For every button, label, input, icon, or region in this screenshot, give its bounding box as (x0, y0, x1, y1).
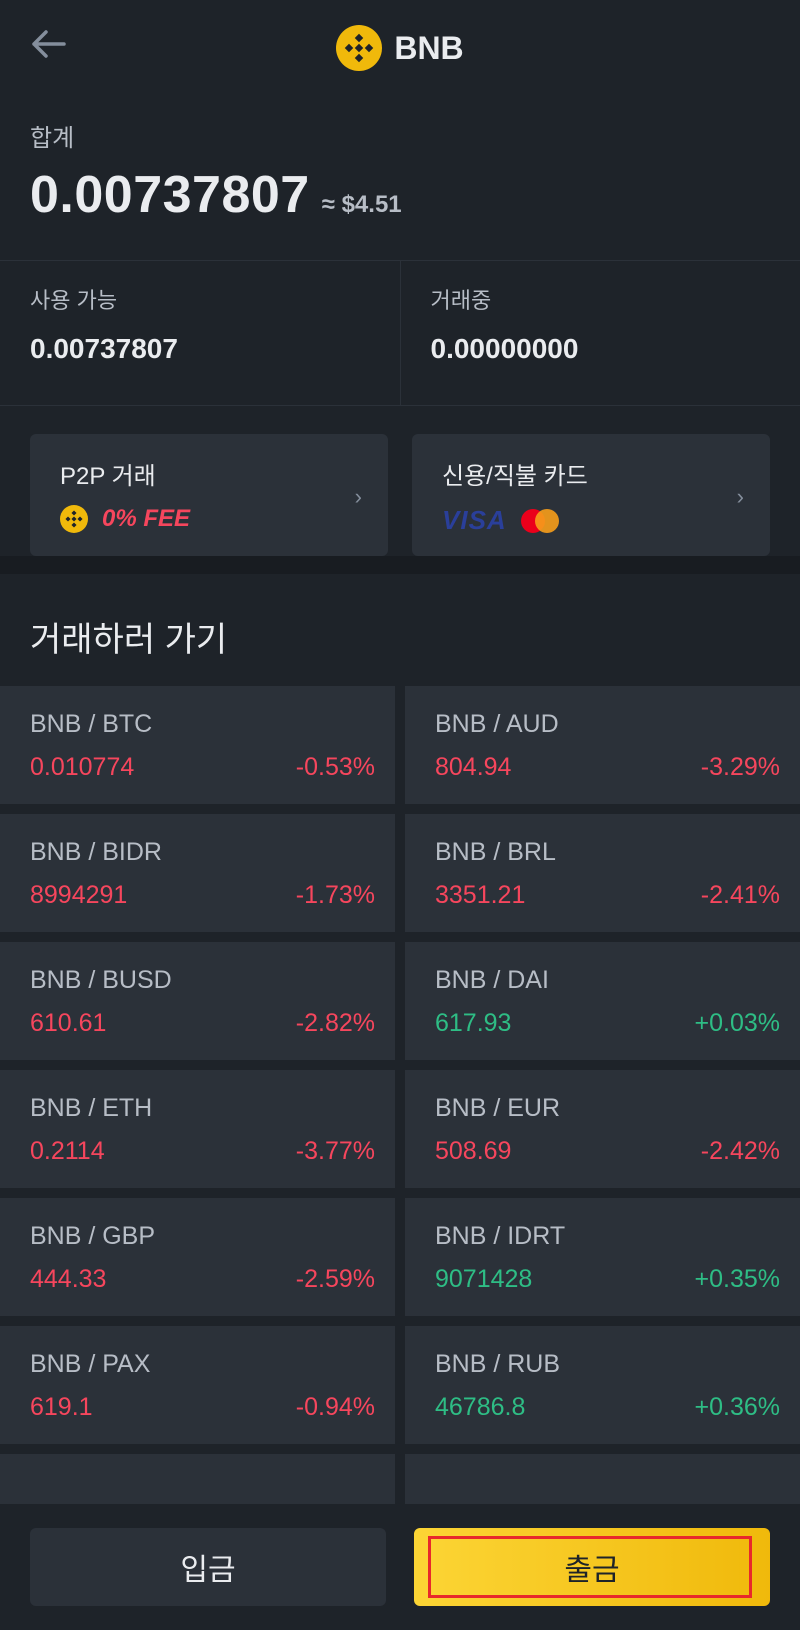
pair-card-bnb-brl[interactable]: BNB / BRL 3351.21 -2.41% (405, 814, 800, 932)
pair-card-bnb-dai[interactable]: BNB / DAI 617.93 +0.03% (405, 942, 800, 1060)
p2p-title: P2P 거래 (60, 463, 156, 490)
promo-cards: P2P 거래 0% FEE › 신용/직불 카드 VISA (0, 406, 800, 556)
pair-card-bnb-pax[interactable]: BNB / PAX 619.1 -0.94% (0, 1326, 395, 1444)
pair-change: +0.03% (694, 1009, 781, 1037)
pair-price: 444.33 (30, 1265, 107, 1293)
pair-change: +0.35% (694, 1265, 781, 1293)
pair-price: 508.69 (435, 1137, 512, 1165)
pair-change: -2.82% (295, 1009, 375, 1037)
pair-price: 617.93 (435, 1009, 512, 1037)
pair-change: +0.36% (694, 1393, 781, 1421)
pair-name: BNB / IDRT (435, 1222, 566, 1250)
in-order-label: 거래중 (430, 288, 492, 313)
pair-card-bnb-busd[interactable]: BNB / BUSD 610.61 -2.82% (0, 942, 395, 1060)
pair-card-bnb-btc[interactable]: BNB / BTC 0.010774 -0.53% (0, 686, 395, 804)
total-usd-approx: ≈ $4.51 (321, 191, 402, 218)
bnb-logo-icon (336, 25, 383, 71)
pair-name: BNB / DAI (435, 966, 549, 994)
pair-card-bnb-bidr[interactable]: BNB / BIDR 8994291 -1.73% (0, 814, 395, 932)
pair-price: 8994291 (30, 881, 128, 909)
pair-price: 0.010774 (30, 753, 135, 781)
available-balance: 사용 가능 0.00737807 (0, 261, 400, 405)
title-group: BNB (336, 25, 464, 71)
total-label: 합계 (30, 125, 75, 152)
balance-split: 사용 가능 0.00737807 거래중 0.00000000 (0, 260, 800, 406)
pair-card-bnb-eth[interactable]: BNB / ETH 0.2114 -3.77% (0, 1070, 395, 1188)
available-value: 0.00737807 (30, 333, 178, 364)
pair-name: BNB / PAX (30, 1350, 151, 1378)
zero-fee-badge: 0% FEE (102, 505, 191, 532)
pair-change: -3.77% (295, 1137, 375, 1165)
pair-change: -2.59% (295, 1265, 375, 1293)
bottom-action-bar: 입금 출금 (0, 1504, 800, 1630)
pair-grid: BNB / BTC 0.010774 -0.53% BNB / AUD 804.9… (0, 686, 800, 1572)
card-promo-card[interactable]: 신용/직불 카드 VISA › (412, 434, 770, 556)
visa-logo: VISA (442, 505, 507, 535)
pair-card-bnb-idrt[interactable]: BNB / IDRT 9071428 +0.35% (405, 1198, 800, 1316)
pair-change: -2.42% (700, 1137, 780, 1165)
pair-change: -0.53% (295, 753, 375, 781)
bnb-logo-icon (60, 505, 88, 533)
pair-change: -0.94% (295, 1393, 375, 1421)
pair-name: BNB / BUSD (30, 966, 172, 994)
pair-name: BNB / RUB (435, 1350, 561, 1378)
pair-name: BNB / EUR (435, 1094, 561, 1122)
pair-name: BNB / ETH (30, 1094, 153, 1122)
pair-name: BNB / GBP (30, 1222, 156, 1250)
arrow-left-icon[interactable] (28, 28, 68, 60)
trade-section-title: 거래하러 가기 (30, 621, 228, 659)
pair-card-bnb-eur[interactable]: BNB / EUR 508.69 -2.42% (405, 1070, 800, 1188)
pair-card-bnb-gbp[interactable]: BNB / GBP 444.33 -2.59% (0, 1198, 395, 1316)
card-title: 신용/직불 카드 (442, 463, 588, 490)
chevron-right-icon: › (354, 484, 362, 509)
pair-price: 3351.21 (435, 881, 526, 909)
pair-change: -1.73% (295, 881, 375, 909)
pair-price: 46786.8 (435, 1393, 526, 1421)
pair-change: -3.29% (700, 753, 780, 781)
page-title: BNB (394, 29, 464, 66)
withdraw-button[interactable]: 출금 (414, 1528, 770, 1606)
pair-card-bnb-aud[interactable]: BNB / AUD 804.94 -3.29% (405, 686, 800, 804)
deposit-button[interactable]: 입금 (30, 1528, 386, 1606)
p2p-promo-card[interactable]: P2P 거래 0% FEE › (30, 434, 388, 556)
in-order-balance: 거래중 0.00000000 (399, 261, 800, 405)
pair-price: 619.1 (30, 1393, 93, 1421)
pair-card-bnb-rub[interactable]: BNB / RUB 46786.8 +0.36% (405, 1326, 800, 1444)
section-divider (0, 556, 800, 574)
pair-name: BNB / BRL (435, 838, 556, 866)
pair-price: 9071428 (435, 1265, 533, 1293)
pair-name: BNB / BIDR (30, 838, 162, 866)
pair-price: 610.61 (30, 1009, 107, 1037)
total-value: 0.00737807 (30, 166, 310, 224)
available-label: 사용 가능 (30, 288, 118, 313)
chevron-right-icon: › (736, 484, 744, 509)
pair-change: -2.41% (700, 881, 780, 909)
pair-name: BNB / AUD (435, 710, 559, 738)
total-balance-section: 합계 0.00737807 ≈ $4.51 (0, 96, 800, 260)
header: BNB (0, 0, 800, 96)
mastercard-icon (520, 508, 561, 533)
pair-price: 0.2114 (30, 1137, 105, 1165)
pair-name: BNB / BTC (30, 710, 153, 738)
pair-price: 804.94 (435, 753, 512, 781)
in-order-value: 0.00000000 (430, 333, 579, 364)
